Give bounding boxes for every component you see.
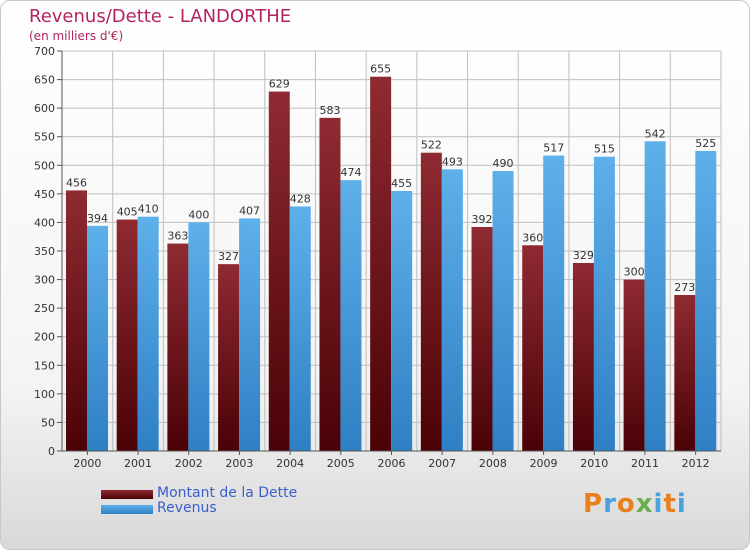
y-tick-label: 450: [34, 188, 55, 201]
data-label: 517: [543, 142, 564, 155]
data-label: 542: [645, 127, 666, 140]
bar-revenus: [543, 155, 565, 452]
bar-dette: [66, 190, 87, 451]
bar-revenus: [340, 180, 362, 451]
data-label: 493: [442, 155, 463, 168]
bar-dette: [674, 295, 696, 451]
data-label: 629: [269, 78, 290, 91]
data-label: 273: [674, 281, 695, 294]
data-label: 583: [319, 104, 340, 117]
bar-dette: [420, 152, 442, 451]
y-tick-label: 50: [41, 416, 55, 429]
y-tick-label: 600: [34, 102, 55, 115]
bar-dette: [522, 245, 544, 451]
x-tick-label: 2001: [124, 457, 152, 470]
bar-dette: [471, 227, 493, 451]
y-tick-label: 500: [34, 159, 55, 172]
data-label: 363: [167, 230, 188, 243]
bar-dette: [623, 279, 645, 451]
data-label: 300: [624, 266, 645, 279]
bar-revenus: [441, 169, 463, 452]
y-tick-label: 650: [34, 74, 55, 87]
data-label: 655: [370, 63, 391, 76]
bar-revenus: [188, 222, 210, 451]
x-tick-label: 2005: [327, 457, 355, 470]
bar-dette: [167, 243, 189, 451]
chart-subtitle: (en milliers d'€): [29, 29, 124, 43]
legend-label-revenus: Revenus: [157, 500, 217, 516]
bar-dette: [572, 263, 594, 451]
data-label: 428: [290, 192, 311, 205]
x-tick-label: 2008: [479, 457, 507, 470]
data-label: 360: [522, 231, 543, 244]
x-tick-label: 2010: [580, 457, 608, 470]
data-label: 456: [66, 176, 87, 189]
bar-dette: [218, 264, 240, 451]
data-label: 490: [493, 157, 514, 170]
bar-revenus: [644, 141, 666, 452]
bar-revenus: [593, 156, 615, 451]
logo-letter: t: [663, 489, 677, 519]
y-tick-label: 400: [34, 216, 55, 229]
x-tick-label: 2006: [378, 457, 406, 470]
data-label: 410: [138, 203, 159, 216]
data-label: 400: [188, 208, 209, 221]
bar-revenus: [87, 225, 108, 451]
y-tick-label: 200: [34, 331, 55, 344]
x-tick-label: 2004: [276, 457, 304, 470]
x-tick-label: 2011: [631, 457, 659, 470]
data-label: 522: [421, 139, 442, 152]
y-tick-label: 0: [48, 445, 55, 458]
data-label: 525: [695, 137, 716, 150]
bar-revenus: [289, 206, 311, 451]
legend-swatch-revenus: [101, 505, 153, 514]
x-tick-label: 2007: [428, 457, 456, 470]
bar-revenus: [239, 218, 261, 451]
data-label: 392: [472, 213, 493, 226]
data-label: 329: [573, 249, 594, 262]
logo-letter: x: [635, 489, 654, 519]
data-label: 455: [391, 177, 412, 190]
bar-dette: [116, 219, 138, 451]
data-label: 407: [239, 204, 260, 217]
data-label: 515: [594, 143, 615, 156]
bar-revenus: [391, 191, 413, 451]
logo-letter: o: [616, 489, 636, 519]
data-label: 394: [87, 212, 108, 225]
chart-title: Revenus/Dette - LANDORTHE: [29, 6, 292, 27]
y-tick-label: 300: [34, 274, 55, 287]
logo-letter: i: [676, 489, 687, 519]
bar-dette: [319, 117, 341, 451]
x-tick-label: 2012: [682, 457, 710, 470]
data-label: 474: [340, 166, 361, 179]
logo-letter: r: [603, 489, 617, 519]
legend-swatch-dette: [101, 490, 153, 499]
bar-dette: [268, 91, 290, 452]
y-tick-label: 100: [34, 388, 55, 401]
x-tick-label: 2002: [175, 457, 203, 470]
y-tick-label: 150: [34, 359, 55, 372]
proxiti-logo: Proxiti: [583, 489, 687, 519]
logo-letter: i: [653, 489, 664, 519]
x-tick-label: 2009: [530, 457, 558, 470]
bar-revenus: [695, 151, 717, 451]
bar-dette: [370, 76, 392, 451]
legend-label-dette: Montant de la Dette: [157, 485, 298, 501]
data-label: 405: [117, 206, 138, 219]
data-label: 327: [218, 250, 239, 263]
bar-revenus: [137, 216, 159, 451]
y-tick-label: 550: [34, 131, 55, 144]
y-tick-label: 250: [34, 302, 55, 315]
logo-letter: P: [583, 489, 604, 519]
y-tick-label: 700: [34, 45, 55, 58]
bar-revenus: [492, 171, 514, 451]
x-tick-label: 2003: [225, 457, 253, 470]
y-tick-label: 350: [34, 245, 55, 258]
x-tick-label: 2000: [73, 457, 101, 470]
